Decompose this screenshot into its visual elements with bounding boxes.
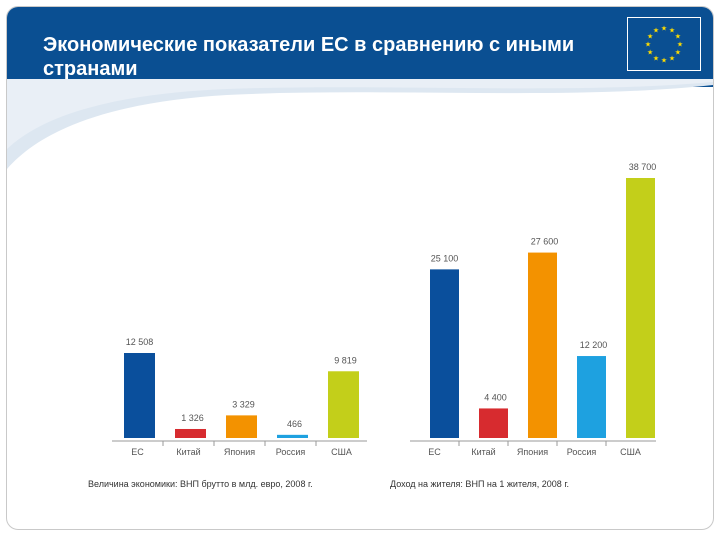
flag-star: ★ xyxy=(669,27,675,35)
chart-income-per-capita: 25 100 ЕС 4 400 Китай 27 600 Япония 12 200 Росс… xyxy=(390,162,656,489)
category-label-gdp-eu: ЕС xyxy=(131,447,144,457)
flag-star: ★ xyxy=(677,41,683,49)
chart-gdp: 12 508 ЕС 1 326 Китай 3 329 Япония 466 Россия 9 … xyxy=(88,337,367,489)
bar-income-eu xyxy=(430,269,459,438)
flag-star: ★ xyxy=(647,49,653,57)
flag-star: ★ xyxy=(661,57,667,65)
flag-star: ★ xyxy=(675,33,681,41)
flag-star: ★ xyxy=(653,27,659,35)
value-label-income-china: 4 400 xyxy=(484,392,507,402)
bar-income-usa xyxy=(626,178,655,438)
chart-caption-gdp: Величина экономики: ВНП брутто в млд. ев… xyxy=(88,479,313,489)
category-label-income-china: Китай xyxy=(471,447,495,457)
category-label-gdp-usa: США xyxy=(331,447,352,457)
flag-star: ★ xyxy=(653,54,659,62)
bar-gdp-eu xyxy=(124,353,155,438)
category-label-income-japan: Япония xyxy=(517,447,548,457)
flag-star: ★ xyxy=(661,25,667,33)
value-label-income-japan: 27 600 xyxy=(531,237,559,247)
category-label-gdp-japan: Япония xyxy=(224,447,255,457)
chart-caption-income: Доход на жителя: ВНП на 1 жителя, 2008 г… xyxy=(390,479,569,489)
decorative-swoosh xyxy=(7,79,713,169)
eu-flag-icon: ★ ★★★★★★★★★★★ xyxy=(627,17,701,71)
bar-gdp-japan xyxy=(226,415,257,438)
flag-star: ★ xyxy=(669,54,675,62)
value-label-gdp-japan: 3 329 xyxy=(232,399,255,409)
value-label-income-usa: 38 700 xyxy=(629,162,657,172)
category-label-income-eu: ЕС xyxy=(428,447,441,457)
category-label-income-russia: Россия xyxy=(567,447,597,457)
bar-income-japan xyxy=(528,252,557,438)
category-label-gdp-china: Китай xyxy=(176,447,200,457)
category-label-gdp-russia: Россия xyxy=(276,447,306,457)
slide-frame: Экономические показатели ЕС в сравнению … xyxy=(6,6,714,530)
bar-income-russia xyxy=(577,356,606,438)
flag-star: ★ xyxy=(645,41,651,49)
value-label-income-eu: 25 100 xyxy=(431,253,459,263)
bar-gdp-china xyxy=(175,428,206,438)
value-label-gdp-eu: 12 508 xyxy=(126,337,154,347)
value-label-gdp-russia: 466 xyxy=(287,419,302,429)
bar-income-china xyxy=(479,408,508,438)
bar-gdp-usa xyxy=(328,371,359,438)
slide-title: Экономические показатели ЕС в сравнению … xyxy=(43,34,575,80)
value-label-gdp-usa: 9 819 xyxy=(334,355,357,365)
slide-header: Экономические показатели ЕС в сравнению … xyxy=(7,7,713,87)
category-label-income-usa: США xyxy=(620,447,641,457)
value-label-income-russia: 12 200 xyxy=(580,340,608,350)
bar-gdp-russia xyxy=(277,434,308,438)
value-label-gdp-china: 1 326 xyxy=(181,413,204,423)
flag-star: ★ xyxy=(647,33,653,41)
flag-star: ★ xyxy=(675,49,681,57)
